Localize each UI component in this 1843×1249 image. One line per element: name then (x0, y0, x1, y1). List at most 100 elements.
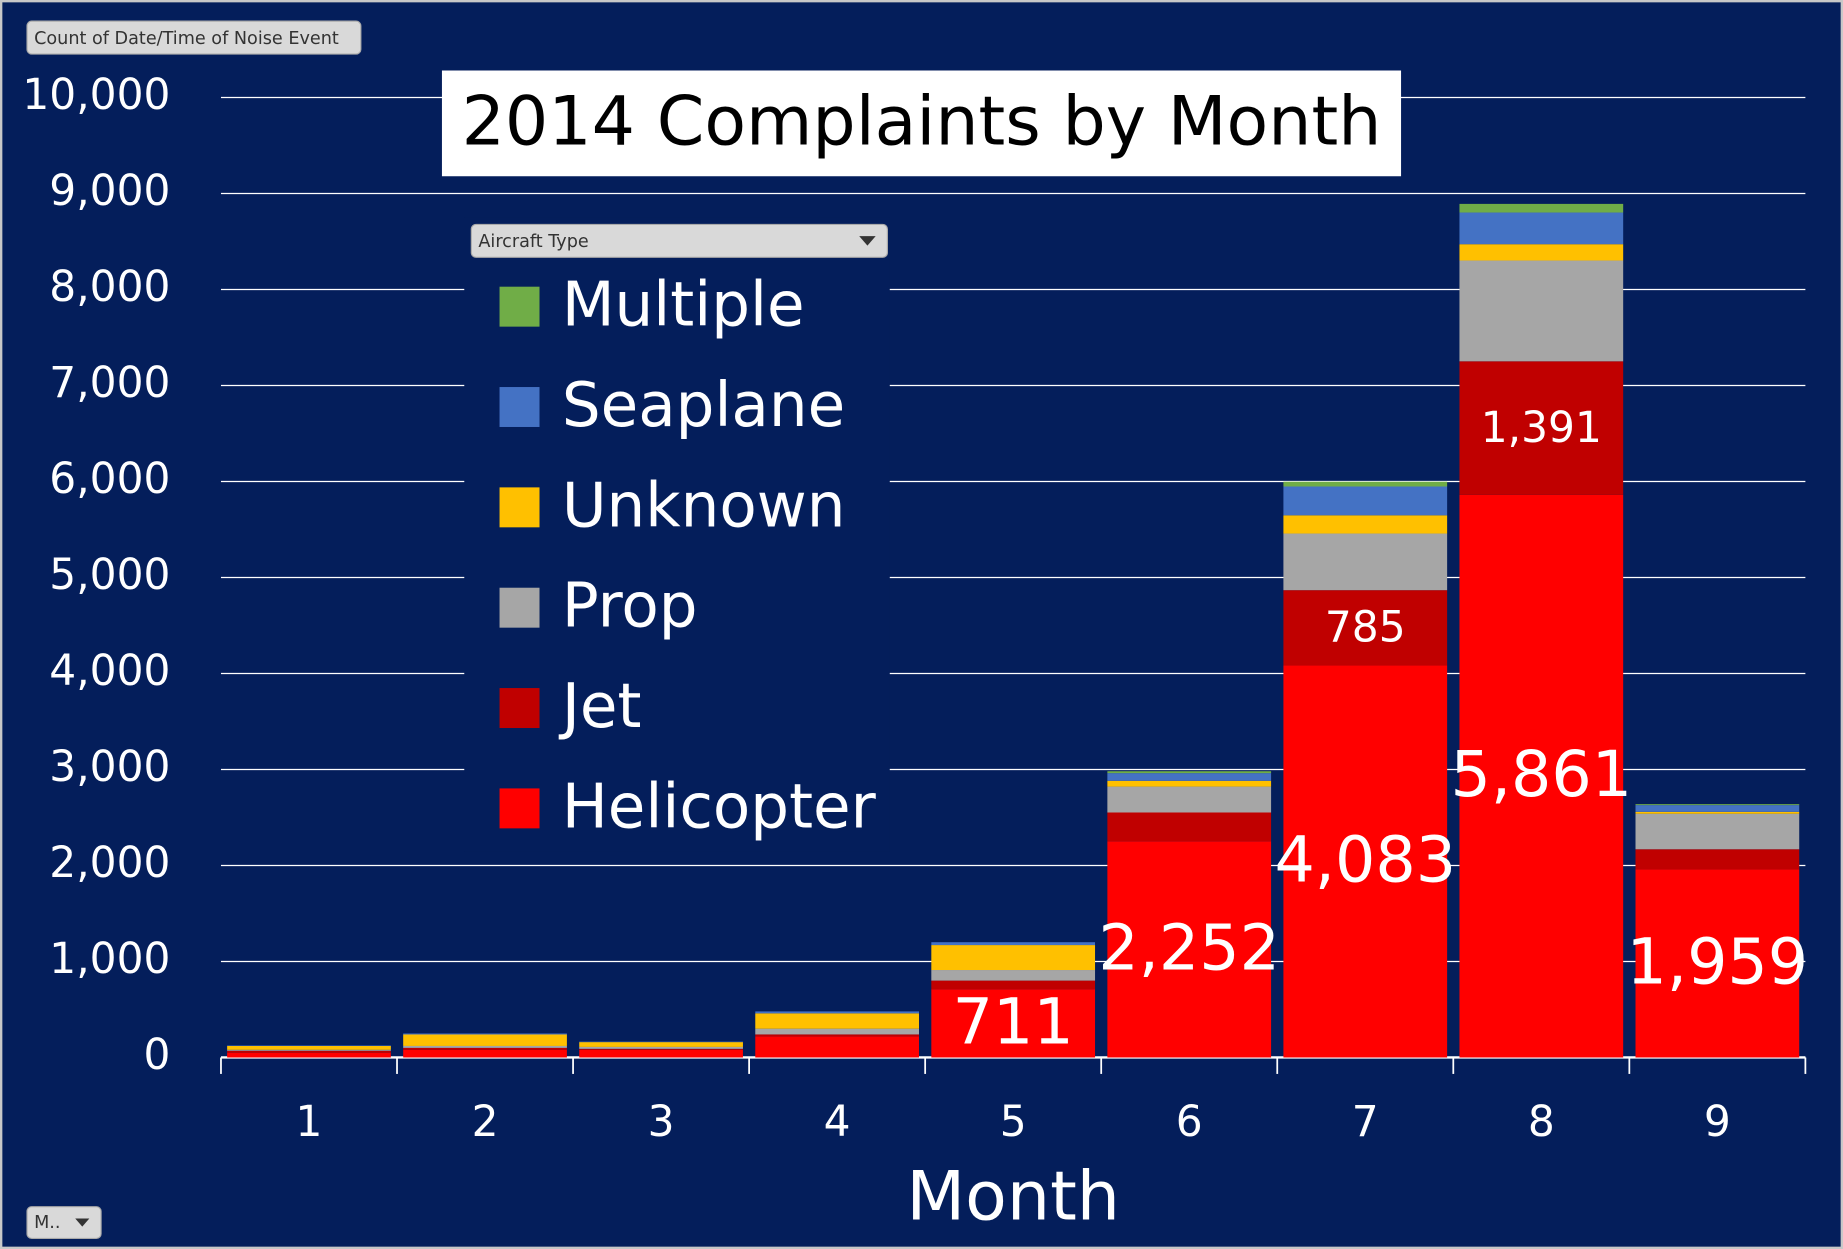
bar-segment (403, 1033, 567, 1035)
bar-segment (227, 1052, 391, 1058)
bar-segment (1635, 869, 1800, 1058)
bar-segment (1107, 786, 1272, 813)
x-tick-label: 3 (648, 1097, 675, 1146)
bar-segment (403, 1049, 567, 1058)
bar-segment (227, 1049, 391, 1051)
legend-swatch (499, 387, 540, 427)
bar-segment (579, 1049, 743, 1058)
data-label: 4,083 (1274, 822, 1456, 896)
y-tick-label: 3,000 (49, 742, 170, 791)
bar-segment (1107, 773, 1272, 781)
axis-field-label: M.. (34, 1213, 60, 1233)
bar-segment (1107, 771, 1272, 774)
legend: Helicopter Jet Prop Unknown Seaplane Multiple (499, 270, 877, 842)
bar-segment (931, 945, 1096, 971)
bar-segment (1459, 244, 1624, 261)
grid: 0 1,000 2,000 3,000 4,000 5,000 6,000 7,000 8,00… (22, 70, 1807, 1146)
y-tick-label: 6,000 (49, 454, 170, 503)
legend-label: Jet (558, 671, 642, 742)
legend-field-button[interactable] (470, 223, 889, 258)
bar-segment (1107, 812, 1272, 842)
legend-swatch (499, 688, 540, 729)
bar-segment (1635, 805, 1800, 812)
bar-segment (755, 1028, 919, 1035)
bar-segment (1459, 361, 1624, 495)
legend-swatch (499, 788, 540, 829)
bar-segment (1635, 849, 1800, 870)
bar-segment (1107, 780, 1272, 787)
y-tick-label: 7,000 (49, 358, 170, 407)
x-tick-label: 7 (1352, 1097, 1379, 1146)
bar-segment (1283, 533, 1448, 591)
x-tick-label: 1 (296, 1097, 323, 1146)
legend-field-label: Aircraft Type (478, 232, 588, 252)
axis-field-button[interactable] (26, 1206, 102, 1240)
bar-segment (579, 1042, 743, 1047)
bar-segment (227, 1050, 391, 1053)
bar-segment (403, 1034, 567, 1046)
legend-swatch (499, 587, 540, 628)
title-box (441, 70, 1402, 177)
data-label: 1,959 (1627, 924, 1809, 998)
bar-segment (931, 980, 1096, 990)
bar-segment (1283, 481, 1448, 487)
bar-segment (403, 1045, 567, 1048)
data-label: 2,252 (1098, 910, 1280, 984)
bar-segment (1283, 665, 1448, 1058)
x-tick-label: 9 (1704, 1097, 1731, 1146)
bar-segment (403, 1047, 567, 1050)
x-tick-label: 4 (824, 1097, 851, 1146)
bar-segment (755, 1034, 919, 1037)
bar-segment (931, 942, 1096, 946)
legend-label: Unknown (562, 470, 846, 541)
y-tick-label: 8,000 (49, 262, 170, 311)
bar-segment (227, 1045, 391, 1050)
value-field-button[interactable] (26, 20, 362, 55)
x-tick-label: 8 (1528, 1097, 1555, 1146)
y-tick-label: 1,000 (49, 934, 170, 983)
bar-segment (1635, 811, 1800, 814)
dropdown-arrow (75, 1218, 90, 1227)
bar-segment (755, 1011, 919, 1014)
bar-segment (1283, 515, 1448, 534)
value-field-label: Count of Date/Time of Noise Event (34, 29, 339, 49)
chart-title: 2014 Complaints by Month (462, 82, 1382, 161)
x-tick-label: 5 (1000, 1097, 1027, 1146)
data-label: 711 (953, 984, 1074, 1058)
y-tick-label: 2,000 (49, 838, 170, 887)
y-tick-label: 0 (144, 1030, 171, 1079)
data-label: 785 (1325, 603, 1406, 652)
bar-segment (755, 1013, 919, 1029)
bar-segment (1459, 494, 1624, 1058)
legend-label: Multiple (562, 270, 805, 341)
bar-segment (579, 1048, 743, 1050)
data-label: 1,391 (1481, 403, 1602, 452)
bar-segment (1283, 590, 1448, 666)
data-label: 5,861 (1450, 737, 1632, 811)
bar-segment (1459, 212, 1624, 245)
bar-segment (1459, 203, 1624, 213)
bar-segment (931, 989, 1096, 1058)
y-tick-label: 4,000 (49, 646, 170, 695)
bar-segment (1107, 841, 1272, 1058)
legend-label: Prop (562, 571, 698, 642)
bar-segment (755, 1036, 919, 1058)
y-tick-label: 9,000 (49, 166, 170, 215)
bar-segment (1635, 813, 1800, 850)
x-tick-label: 6 (1176, 1097, 1203, 1146)
bar-segment (1283, 486, 1448, 516)
bars: 711 2,252 4,083 785 5,861 1,391 1,959 (227, 203, 1809, 1058)
dropdown-arrow (859, 236, 876, 246)
legend-swatch (499, 487, 540, 528)
bar-segment (931, 970, 1096, 981)
y-tick-label: 5,000 (49, 550, 170, 599)
legend-swatch (499, 286, 540, 327)
bar-segment (1459, 260, 1624, 362)
x-tick-label: 2 (472, 1097, 499, 1146)
y-tick-label: 10,000 (22, 70, 170, 119)
legend-label: Seaplane (562, 370, 845, 441)
bar-segment (579, 1046, 743, 1049)
x-axis-title: Month (906, 1157, 1120, 1236)
